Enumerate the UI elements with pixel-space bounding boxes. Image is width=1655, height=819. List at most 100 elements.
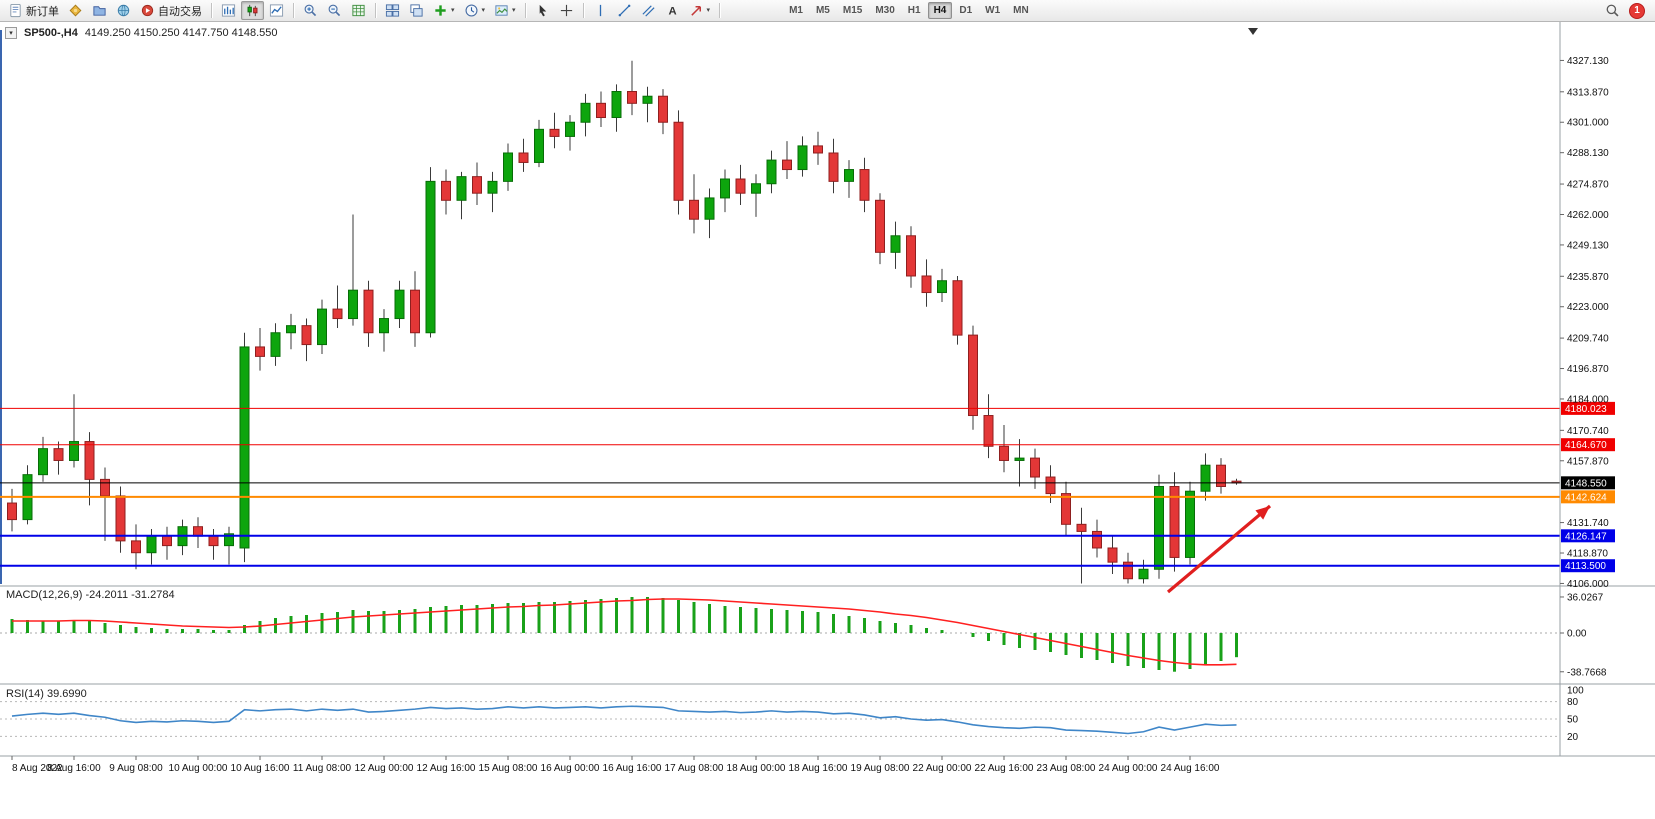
candle-body[interactable]	[131, 540, 141, 554]
candle-body[interactable]	[379, 318, 389, 334]
zoom-in-button[interactable]	[299, 1, 322, 20]
timeframe-mn-button[interactable]: MN	[1007, 2, 1035, 19]
market-data-button[interactable]	[112, 1, 135, 20]
timeframe-d1-button[interactable]: D1	[953, 2, 978, 19]
candle-body[interactable]	[921, 275, 932, 294]
candle-body[interactable]	[828, 152, 839, 182]
candle-body[interactable]	[611, 90, 622, 119]
zoom-out-button[interactable]	[323, 1, 346, 20]
candle-body[interactable]	[565, 121, 575, 137]
crosshair-button[interactable]	[555, 1, 578, 20]
candle-body[interactable]	[301, 325, 312, 346]
candle-body[interactable]	[627, 90, 637, 104]
vertical-line-tool-button[interactable]	[589, 1, 612, 20]
candle-body[interactable]	[1169, 485, 1180, 558]
profiles-button[interactable]	[88, 1, 111, 20]
candle-body[interactable]	[1185, 490, 1195, 558]
candle-body[interactable]	[968, 334, 978, 417]
candle-body[interactable]	[270, 332, 281, 357]
candle-body[interactable]	[146, 535, 157, 554]
notification-badge[interactable]: 1	[1629, 2, 1645, 19]
candle-body[interactable]	[689, 199, 699, 220]
chart-candlesticks-button[interactable]	[241, 1, 264, 20]
candle-body[interactable]	[782, 159, 792, 171]
candle-body[interactable]	[53, 448, 64, 461]
candle-body[interactable]	[1216, 464, 1226, 487]
cascade-windows-button[interactable]	[405, 1, 428, 20]
candle-body[interactable]	[1123, 561, 1133, 580]
new-order-button[interactable]: 新订单	[4, 1, 63, 20]
candle-body[interactable]	[7, 502, 17, 521]
candle-body[interactable]	[534, 128, 544, 163]
candle-body[interactable]	[441, 180, 451, 201]
timeframe-m15-button[interactable]: M15	[837, 2, 868, 19]
candle-body[interactable]	[673, 121, 684, 201]
candle-body[interactable]	[813, 145, 823, 154]
candle-body[interactable]	[410, 289, 420, 334]
periods-button[interactable]: ▾	[460, 1, 490, 20]
candle-body[interactable]	[1061, 493, 1071, 525]
candle-body[interactable]	[983, 415, 994, 447]
grid-button[interactable]	[347, 1, 370, 20]
trendline-tool-button[interactable]	[613, 1, 636, 20]
candle-body[interactable]	[208, 535, 219, 547]
cursor-button[interactable]	[531, 1, 554, 20]
candle-body[interactable]	[766, 159, 777, 185]
mql-community-button[interactable]	[64, 1, 87, 20]
candle-body[interactable]	[38, 448, 48, 476]
candle-body[interactable]	[193, 526, 203, 537]
candle-body[interactable]	[69, 441, 79, 461]
candle-body[interactable]	[1014, 457, 1025, 461]
timeframe-w1-button[interactable]: W1	[979, 2, 1006, 19]
arrow-tool-button[interactable]: ▾	[685, 1, 715, 20]
timeframe-m1-button[interactable]: M1	[783, 2, 809, 19]
candle-body[interactable]	[890, 235, 901, 253]
candle-body[interactable]	[518, 152, 529, 163]
candle-body[interactable]	[875, 199, 885, 253]
candle-body[interactable]	[580, 102, 591, 123]
candle-body[interactable]	[751, 183, 761, 194]
equidistant-channel-tool-button[interactable]	[637, 1, 660, 20]
candle-body[interactable]	[84, 441, 95, 480]
candle-body[interactable]	[1200, 464, 1211, 492]
candle-body[interactable]	[1045, 476, 1056, 495]
chart-line-button[interactable]	[265, 1, 288, 20]
candle-body[interactable]	[348, 289, 358, 320]
candle-body[interactable]	[394, 289, 405, 320]
candle-body[interactable]	[100, 478, 110, 497]
candle-body[interactable]	[735, 178, 746, 194]
candle-body[interactable]	[937, 280, 947, 294]
candle-body[interactable]	[999, 445, 1009, 461]
candle-body[interactable]	[487, 180, 498, 194]
candle-body[interactable]	[456, 176, 467, 201]
chart-collapse-button[interactable]: ▾	[5, 27, 17, 39]
candle-body[interactable]	[224, 533, 234, 547]
candle-body[interactable]	[952, 280, 963, 336]
candle-body[interactable]	[1107, 547, 1118, 563]
candle-body[interactable]	[503, 152, 513, 182]
candle-body[interactable]	[317, 308, 327, 346]
templates-button[interactable]: ▾	[490, 1, 520, 20]
candle-body[interactable]	[286, 325, 296, 334]
chart-bars-button[interactable]	[217, 1, 240, 20]
candle-body[interactable]	[363, 289, 374, 334]
search-button[interactable]	[1601, 1, 1624, 20]
candle-body[interactable]	[332, 308, 343, 320]
candle-body[interactable]	[596, 102, 606, 119]
candle-body[interactable]	[906, 235, 916, 277]
candle-body[interactable]	[704, 197, 715, 220]
timeframe-m5-button[interactable]: M5	[810, 2, 836, 19]
text-label-tool-button[interactable]: A	[661, 1, 684, 20]
candle-body[interactable]	[472, 176, 482, 194]
candle-body[interactable]	[844, 169, 854, 182]
candle-body[interactable]	[115, 495, 126, 542]
candle-body[interactable]	[1076, 523, 1087, 532]
candle-body[interactable]	[720, 178, 730, 199]
timeframe-h1-button[interactable]: H1	[902, 2, 927, 19]
chart-shift-marker[interactable]	[1248, 28, 1258, 35]
candle-body[interactable]	[425, 180, 436, 334]
add-indicator-button[interactable]: ▾	[429, 1, 459, 20]
candle-body[interactable]	[658, 95, 668, 123]
candle-body[interactable]	[549, 128, 560, 137]
tile-windows-button[interactable]	[381, 1, 404, 20]
